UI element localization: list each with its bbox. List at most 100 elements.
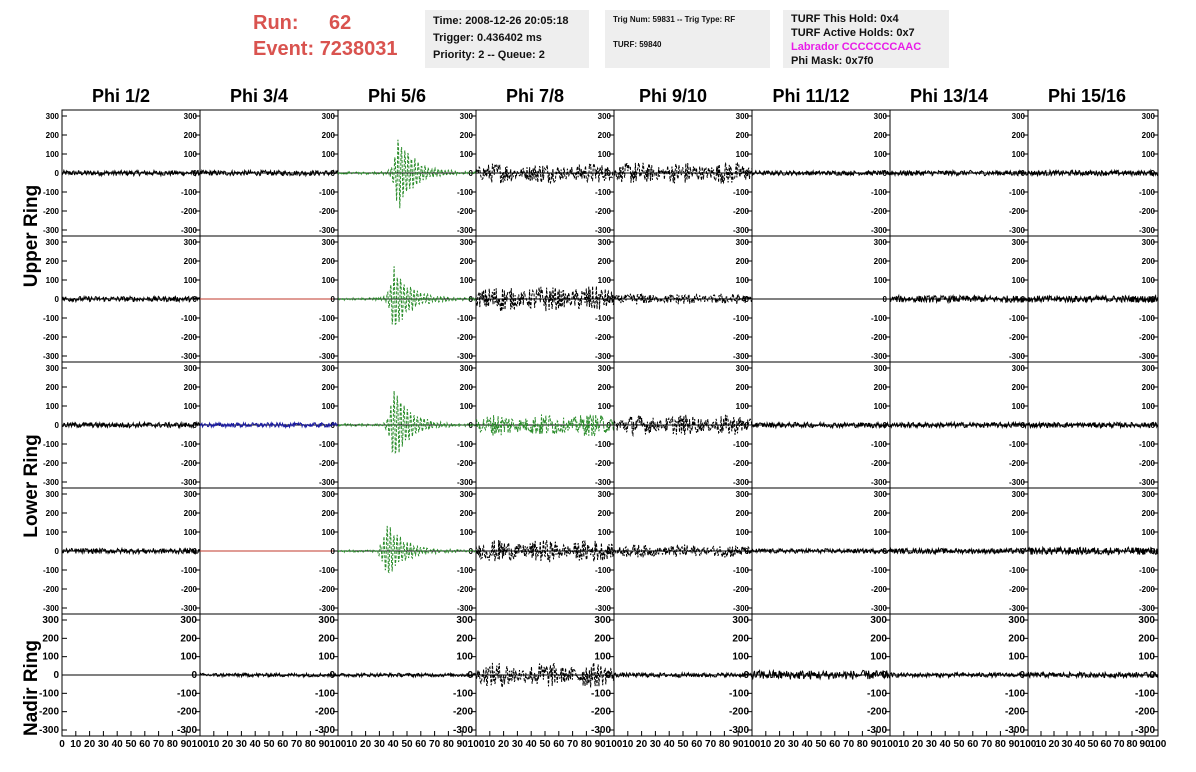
panel-r0-c7-ytick-label-0: 300 bbox=[1142, 112, 1156, 121]
panel-c2-xtick-label-4: 50 bbox=[401, 739, 413, 750]
panel-r0-c2-waveform bbox=[337, 139, 477, 209]
panel-r0-c7-waveform bbox=[1027, 168, 1159, 178]
panel-c5-xtick-label-4: 50 bbox=[815, 739, 827, 750]
panel-r1-c2-ytick-label-3: 0 bbox=[469, 295, 474, 304]
panel-r1-c6-ytick-label-4: -100 bbox=[1009, 314, 1026, 323]
panel-r0-c1-ytick-label-6: -300 bbox=[319, 226, 336, 235]
panel-r3-c6-ytick-label-6: -300 bbox=[1009, 604, 1026, 613]
panel-r4-c4-ytick-label-1: 200 bbox=[732, 633, 749, 644]
panel-r2-c5-ytick-label-4: -100 bbox=[871, 440, 888, 449]
panel-r3-c2-waveform bbox=[337, 525, 477, 574]
panel-r2-c3-ytick-label-6: -300 bbox=[595, 478, 612, 487]
panel-c5-xtick-label-7: 80 bbox=[857, 739, 869, 750]
panel-r3-c6-ytick-label-0: 300 bbox=[1012, 490, 1026, 499]
panel-r1-c1-ytick-label-2: 100 bbox=[322, 276, 336, 285]
panel-r3-c4-ytick-label-4: -100 bbox=[733, 566, 750, 575]
panel-r3-c5-ytick-label-5: -200 bbox=[871, 585, 888, 594]
panel-r2-c3-waveform bbox=[475, 414, 615, 437]
panel-c2-xtick-label-8: 90 bbox=[457, 739, 469, 750]
panel-r4-c6-ytick-label-1: 200 bbox=[1008, 633, 1025, 644]
panel-c6-xtick-label-0: 10 bbox=[898, 739, 910, 750]
panel-r4-c7-ytick-label-4: -100 bbox=[1135, 688, 1155, 699]
panel-r4-c4-waveform bbox=[613, 671, 753, 679]
row-0-left-ytick-label-6: -300 bbox=[43, 226, 60, 235]
panel-r3-c7-ytick-label-5: -200 bbox=[1139, 585, 1156, 594]
panel-r1-c5-ytick-label-6: -300 bbox=[871, 352, 888, 361]
panel-r3-c6-ytick-label-2: 100 bbox=[1012, 528, 1026, 537]
panel-r4-c7-ytick-label-0: 300 bbox=[1138, 615, 1155, 626]
panel-r3-c5-ytick-label-6: -300 bbox=[871, 604, 888, 613]
panel-r2-c6-waveform bbox=[889, 420, 1029, 430]
row-4-left-ytick-label-2: 100 bbox=[42, 652, 59, 663]
panel-r0-c3-ytick-label-1: 200 bbox=[598, 131, 612, 140]
panel-r0-c0-ytick-label-4: -100 bbox=[181, 188, 198, 197]
panel-r4-c3-ytick-label-5: -200 bbox=[591, 707, 611, 718]
panel-r1-c3-ytick-label-6: -300 bbox=[595, 352, 612, 361]
panel-c4-xtick-label-4: 50 bbox=[677, 739, 689, 750]
panel-r2-c4-ytick-label-5: -200 bbox=[733, 459, 750, 468]
panel-c4-xtick-label-8: 90 bbox=[733, 739, 745, 750]
panel-c1-xtick-label-8: 90 bbox=[319, 739, 331, 750]
panel-r1-c6-ytick-label-6: -300 bbox=[1009, 352, 1026, 361]
panel-c2-xtick-label-6: 70 bbox=[429, 739, 441, 750]
panel-c0-xtick-label-10: 100 bbox=[192, 739, 209, 750]
panel-r3-c0-ytick-label-5: -200 bbox=[181, 585, 198, 594]
panel-r3-c6-ytick-label-4: -100 bbox=[1009, 566, 1026, 575]
panel-c4-xtick-label-3: 40 bbox=[664, 739, 676, 750]
panel-r2-c2-ytick-label-5: -200 bbox=[457, 459, 474, 468]
col-title-phi-9-10: Phi 9/10 bbox=[638, 86, 708, 106]
turf-hold-line: TURF This Hold: 0x4 bbox=[791, 13, 899, 25]
panel-r3-c7-ytick-label-6: -300 bbox=[1139, 604, 1156, 613]
row-4-left-ytick-label-0: 300 bbox=[42, 615, 59, 626]
turf-line: TURF: 59840 bbox=[613, 40, 662, 49]
trigger-line: Trigger: 0.436402 ms bbox=[433, 32, 542, 44]
panel-r3-c5-ytick-label-1: 200 bbox=[874, 509, 888, 518]
panel-r3-c1-ytick-label-3: 0 bbox=[331, 547, 336, 556]
panel-r0-c7-ytick-label-2: 100 bbox=[1142, 150, 1156, 159]
panel-r2-c5-ytick-label-2: 100 bbox=[874, 402, 888, 411]
panel-r1-c3-ytick-label-4: -100 bbox=[595, 314, 612, 323]
panel-c5-xtick-label-3: 40 bbox=[802, 739, 814, 750]
panel-r4-c0-ytick-label-3: 0 bbox=[191, 670, 197, 681]
panel-r0-c2-ytick-label-1: 200 bbox=[460, 131, 474, 140]
row-2-left-ytick-label-6: -300 bbox=[43, 478, 60, 487]
panel-c6-xtick-label-3: 40 bbox=[940, 739, 952, 750]
row-0-left-ytick-label-3: 0 bbox=[55, 169, 60, 178]
panel-r3-c0-ytick-label-2: 100 bbox=[184, 528, 198, 537]
panel-r0-c5-ytick-label-3: 0 bbox=[883, 169, 888, 178]
panel-r0-c0-waveform bbox=[61, 168, 201, 178]
panel-r2-c7-waveform bbox=[1027, 420, 1159, 430]
panel-r3-c1-ytick-label-5: -200 bbox=[319, 585, 336, 594]
row-0-left-ytick-label-4: -100 bbox=[43, 188, 60, 197]
panel-r1-c2-waveform bbox=[337, 266, 477, 326]
col-title-phi-3-4: Phi 3/4 bbox=[229, 86, 289, 106]
panel-r3-c1-ytick-label-6: -300 bbox=[319, 604, 336, 613]
panel-r2-c2-ytick-label-1: 200 bbox=[460, 383, 474, 392]
panel-r3-c3-waveform bbox=[475, 539, 615, 563]
panel-r4-c3-ytick-label-4: -100 bbox=[591, 688, 611, 699]
panel-r2-c6-ytick-label-1: 200 bbox=[1012, 383, 1026, 392]
trig-info-box: Trig Num: 59831 -- Trig Type: RF TURF: 5… bbox=[605, 10, 770, 68]
panel-r1-c0-ytick-label-4: -100 bbox=[181, 314, 198, 323]
panel-r2-c7-ytick-label-5: -200 bbox=[1139, 459, 1156, 468]
panel-r0-c7-ytick-label-4: -100 bbox=[1139, 188, 1156, 197]
panel-r4-c4-ytick-label-5: -200 bbox=[729, 707, 749, 718]
panel-r2-c6-ytick-label-6: -300 bbox=[1009, 478, 1026, 487]
panel-r1-c1-ytick-label-4: -100 bbox=[319, 314, 336, 323]
row-2-left-ytick-label-4: -100 bbox=[43, 440, 60, 449]
panel-c0-xtick-label-1: 10 bbox=[70, 739, 82, 750]
panel-r2-c0-ytick-label-1: 200 bbox=[184, 383, 198, 392]
panel-c7-xtick-label-5: 60 bbox=[1100, 739, 1112, 750]
panel-r4-c7-ytick-label-3: 0 bbox=[1149, 670, 1155, 681]
priority-line: Priority: 2 -- Queue: 2 bbox=[433, 49, 545, 61]
col-title-phi-13-14: Phi 13/14 bbox=[909, 86, 989, 106]
panel-r3-c6-ytick-label-3: 0 bbox=[1021, 547, 1026, 556]
panel-r1-c1-ytick-label-6: -300 bbox=[319, 352, 336, 361]
panel-r2-c2-ytick-label-2: 100 bbox=[460, 402, 474, 411]
panel-r4-c4-ytick-label-2: 100 bbox=[732, 652, 749, 663]
panel-r0-c4-ytick-label-5: -200 bbox=[733, 207, 750, 216]
panel-c1-xtick-label-6: 70 bbox=[291, 739, 303, 750]
row-4-left-ytick-label-1: 200 bbox=[42, 633, 59, 644]
panel-c0-xtick-label-2: 20 bbox=[84, 739, 96, 750]
panel-r0-c1-ytick-label-5: -200 bbox=[319, 207, 336, 216]
